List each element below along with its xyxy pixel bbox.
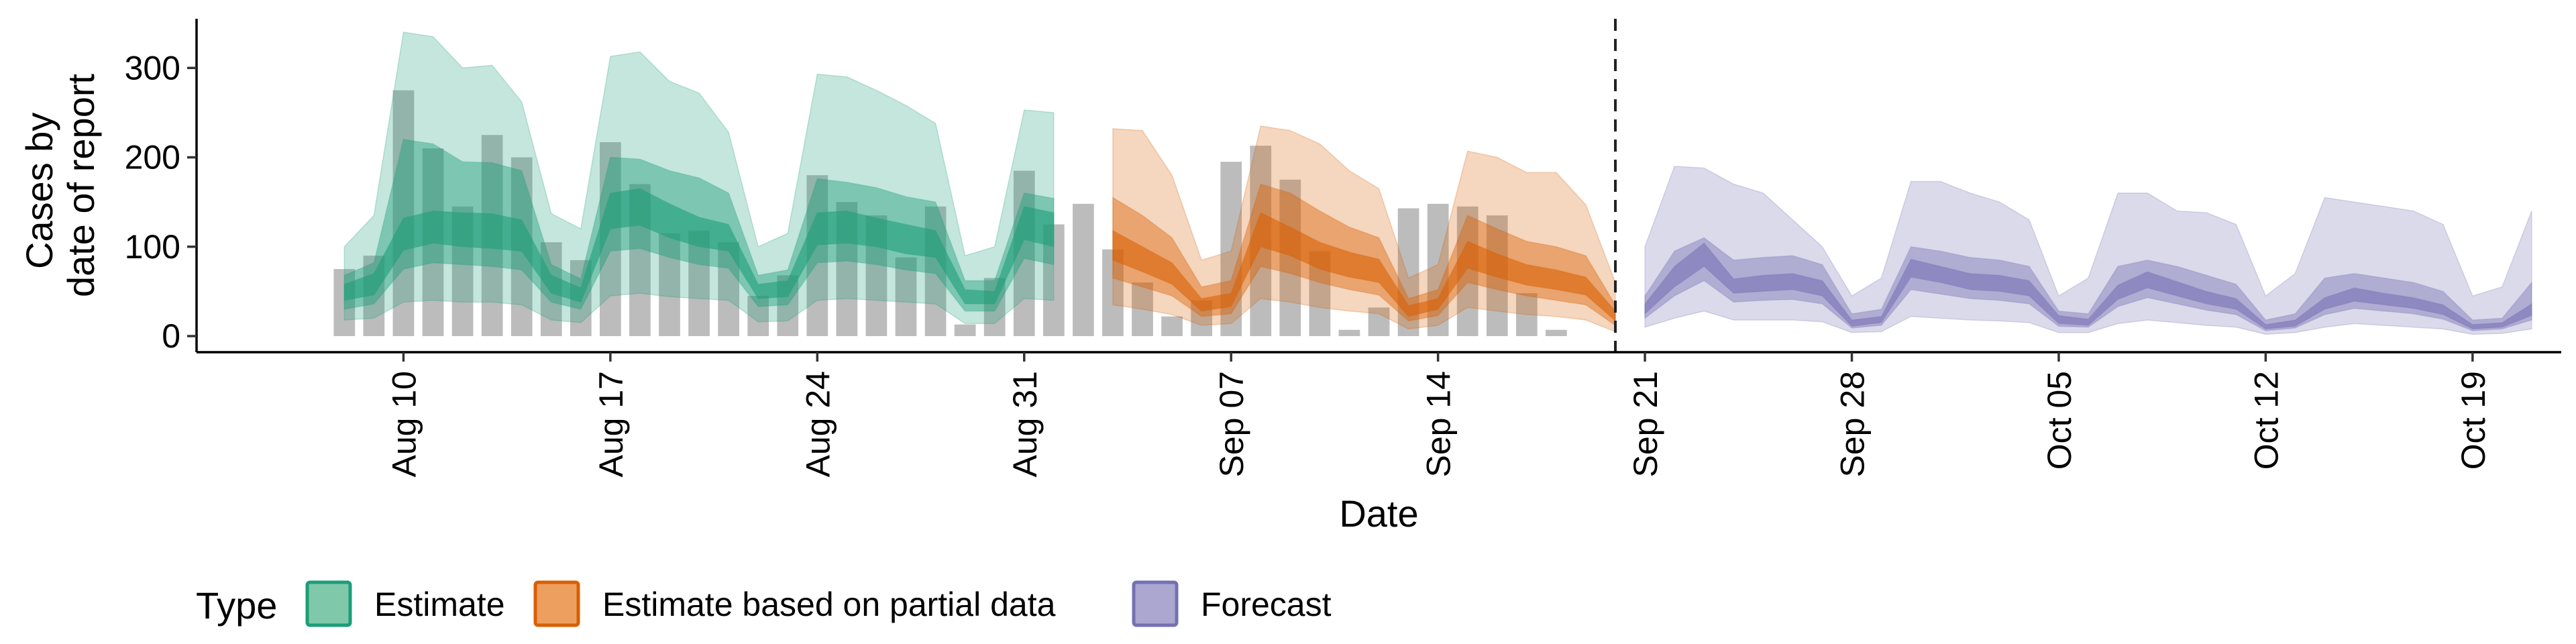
bar xyxy=(1073,203,1094,337)
y-tick-label: 300 xyxy=(125,49,180,87)
y-tick-label: 0 xyxy=(162,317,180,355)
bar xyxy=(1338,329,1360,337)
legend-label: Estimate based on partial data xyxy=(602,586,1056,623)
bar xyxy=(1132,282,1153,337)
bar xyxy=(1427,203,1449,337)
bar xyxy=(1368,307,1390,337)
x-tick-label: Oct 19 xyxy=(2455,371,2492,470)
bar xyxy=(333,269,356,337)
x-tick-label: Oct 05 xyxy=(2041,371,2078,470)
x-tick-label: Sep 14 xyxy=(1420,371,1458,477)
bar xyxy=(1546,329,1567,337)
bar xyxy=(392,90,415,337)
x-tick-label: Aug 10 xyxy=(385,371,423,477)
x-tick-label: Sep 28 xyxy=(1834,371,1872,477)
x-tick-label: Sep 21 xyxy=(1627,371,1664,477)
legend-swatch xyxy=(305,580,352,627)
bar xyxy=(659,233,680,337)
legend-label: Forecast xyxy=(1201,586,1332,623)
bar xyxy=(954,324,976,337)
y-tick-label: 100 xyxy=(125,228,180,266)
legend-label: Estimate xyxy=(374,586,505,623)
x-tick-label: Aug 31 xyxy=(1006,371,1044,477)
legend-swatch xyxy=(1132,580,1179,627)
legend-swatch xyxy=(533,580,580,627)
legend: Type Estimate Estimate based on partial d… xyxy=(196,580,1332,627)
bar xyxy=(895,257,917,337)
ribbon-band xyxy=(343,188,1055,305)
x-tick-label: Aug 24 xyxy=(799,371,837,477)
legend-title: Type xyxy=(196,584,277,627)
ribbon-band xyxy=(1644,166,2532,335)
y-axis-title: Cases by date of report xyxy=(18,74,102,298)
y-axis-title-line-2: date of report xyxy=(60,74,102,298)
ribbon-band xyxy=(1644,242,2532,330)
bar xyxy=(1102,249,1124,337)
axes: 0 100 200 300 Aug 10 Aug 17 Aug 24 Aug 31 Sep 07… xyxy=(125,19,2561,477)
bar xyxy=(1161,316,1183,337)
x-tick-label: Sep 07 xyxy=(1213,371,1250,477)
x-tick-label: Oct 12 xyxy=(2247,371,2285,470)
plot-area xyxy=(333,19,2532,352)
x-tick-label: Aug 17 xyxy=(592,371,630,477)
bar xyxy=(924,206,947,337)
bar xyxy=(1515,293,1538,337)
ribbon-band xyxy=(1644,237,2532,331)
bar xyxy=(688,230,710,337)
y-tick-label: 200 xyxy=(125,139,180,176)
x-axis-title: Date xyxy=(1339,492,1418,535)
y-axis-title-line-1: Cases by xyxy=(18,113,60,269)
bar xyxy=(747,296,769,337)
